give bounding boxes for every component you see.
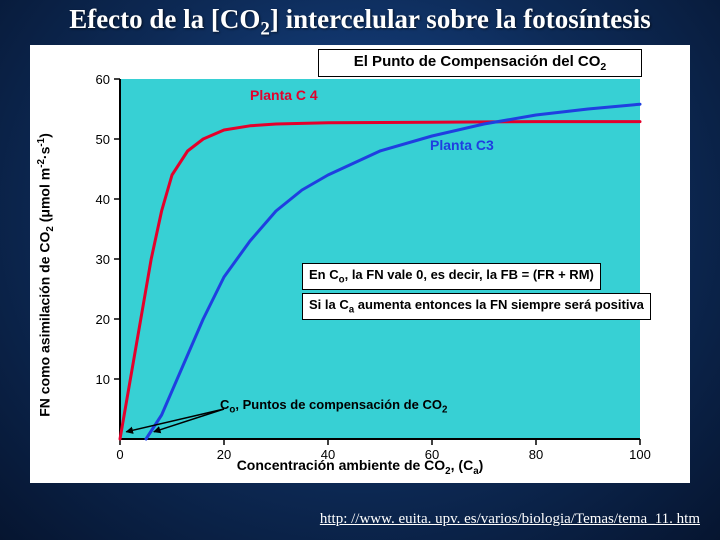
annotation-box-1: En Co, la FN vale 0, es decir, la FB = (… (302, 263, 601, 290)
svg-text:40: 40 (96, 192, 110, 207)
svg-text:50: 50 (96, 132, 110, 147)
svg-text:10: 10 (96, 372, 110, 387)
chart-title: El Punto de Compensación del CO2 (318, 49, 642, 77)
compensation-points-label: Co, Puntos de compensación de CO2 (220, 397, 447, 416)
chart-figure: 020406080100102030405060 El Punto de Com… (30, 45, 690, 483)
series-label-c3: Planta C3 (430, 137, 494, 153)
svg-text:20: 20 (96, 312, 110, 327)
svg-text:60: 60 (96, 72, 110, 87)
annotation-box-2: Si la Ca aumenta entonces la FN siempre … (302, 293, 651, 320)
slide-title: Efecto de la [CO2] intercelular sobre la… (0, 4, 720, 40)
series-label-c4: Planta C 4 (250, 87, 318, 103)
source-url[interactable]: http: //www. euita. upv. es/varios/biolo… (320, 511, 700, 528)
x-axis-label: Concentración ambiente de CO2, (Ca) (30, 457, 690, 477)
svg-text:30: 30 (96, 252, 110, 267)
y-axis-label: FN como asimilación de CO2 (μmol m-2·s-1… (36, 133, 56, 417)
